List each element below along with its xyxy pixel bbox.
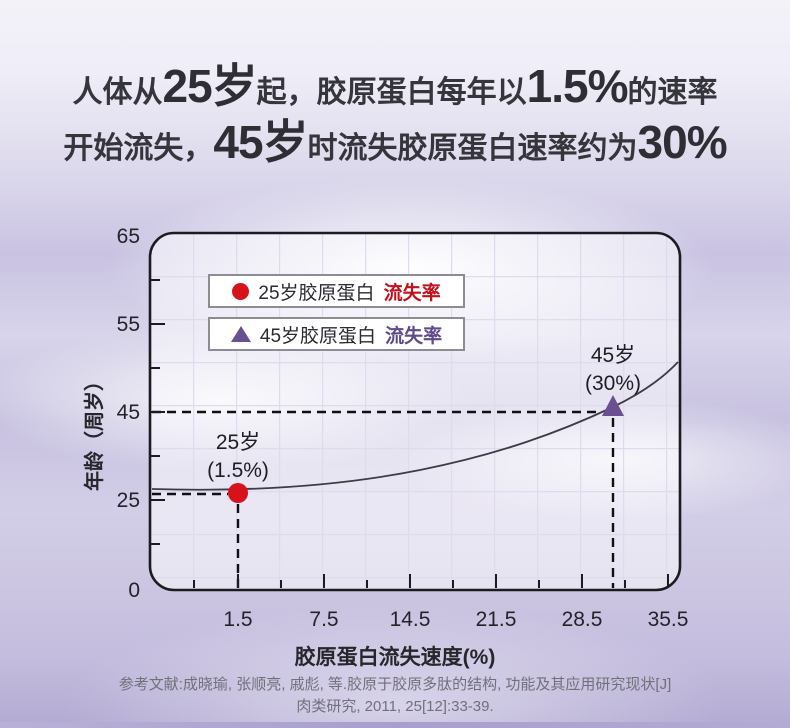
page-title: 人体从25岁起，胶原蛋白每年以1.5%的速率 开始流失，45岁时流失胶原蛋白速率…: [0, 63, 790, 176]
bottom-border-strip: [0, 722, 790, 728]
citation-line-1: 参考文献:成晓瑜, 张顺亮, 戚彪, 等.胶原于胶原多肽的结构, 功能及其应用研…: [118, 676, 672, 693]
y-tick-65: 65: [117, 225, 140, 248]
y-tick-25: 25: [117, 489, 140, 512]
annotation-25y-value: (1.5%): [207, 459, 269, 482]
y-tick-55: 55: [117, 313, 140, 336]
y-tick-0: 0: [128, 579, 140, 602]
title-text: 人体从: [72, 76, 163, 109]
data-point-45y-triangle: [602, 395, 624, 416]
title-text: 的速率: [627, 76, 718, 109]
y-axis-title: 年龄（周岁）: [84, 371, 106, 491]
title-text: 起，胶原蛋白每年以: [256, 76, 527, 109]
x-axis-title: 胶原蛋白流失速度(%): [294, 646, 496, 669]
title-highlight-age-25: 25岁: [162, 60, 257, 112]
dashed-guides: [152, 410, 615, 588]
legend-highlight: 流失率: [383, 282, 441, 304]
x-axis-tick-labels: 1.5 7.5 14.5 21.5 28.5 35.5: [223, 608, 688, 631]
annotation-45y-label: 45岁: [591, 344, 635, 367]
legend-item-25y: 25岁胶原蛋白 流失率: [208, 274, 465, 308]
title-text: 时流失胶原蛋白速率约为: [307, 132, 638, 165]
x-tick-1-5: 1.5: [223, 608, 252, 631]
collagen-loss-curve: [151, 361, 679, 491]
red-circle-icon: [232, 282, 250, 300]
legend-highlight: 流失率: [385, 325, 443, 347]
x-tick-35-5: 35.5: [648, 608, 689, 631]
x-tick-14-5: 14.5: [390, 608, 431, 631]
title-text: 开始流失，: [63, 132, 214, 165]
data-point-25y-circle: [228, 483, 248, 503]
title-highlight-age-45: 45岁: [213, 116, 308, 168]
legend-label: 25岁胶原蛋白: [258, 282, 375, 304]
title-highlight-rate-30: 30%: [637, 116, 728, 168]
citation-line-2: 肉类研究, 2011, 25[12]:33-39.: [296, 698, 494, 715]
title-line-1: 人体从25岁起，胶原蛋白每年以1.5%的速率: [0, 63, 790, 120]
y-tick-45: 45: [117, 401, 140, 424]
title-highlight-rate-1-5: 1.5%: [526, 60, 629, 112]
plot-border: [148, 231, 682, 592]
x-tick-21-5: 21.5: [476, 608, 517, 631]
point-annotations: 25岁 (1.5%) 45岁 (30%): [207, 344, 641, 482]
y-axis-tick-labels: 65 55 45 25 0: [117, 225, 140, 602]
x-tick-28-5: 28.5: [562, 608, 603, 631]
x-tick-7-5: 7.5: [309, 608, 338, 631]
purple-triangle-icon: [230, 326, 251, 342]
title-line-2: 开始流失，45岁时流失胶原蛋白速率约为30%: [0, 119, 790, 176]
annotation-45y-value: (30%): [585, 372, 641, 395]
annotation-25y-label: 25岁: [216, 431, 260, 454]
axis-ticks: [151, 279, 669, 588]
reference-citation: 参考文献:成晓瑜, 张顺亮, 戚彪, 等.胶原于胶原多肽的结构, 功能及其应用研…: [0, 674, 790, 718]
legend-item-45y: 45岁胶原蛋白 流失率: [208, 317, 465, 351]
legend-label: 45岁胶原蛋白: [259, 325, 377, 347]
